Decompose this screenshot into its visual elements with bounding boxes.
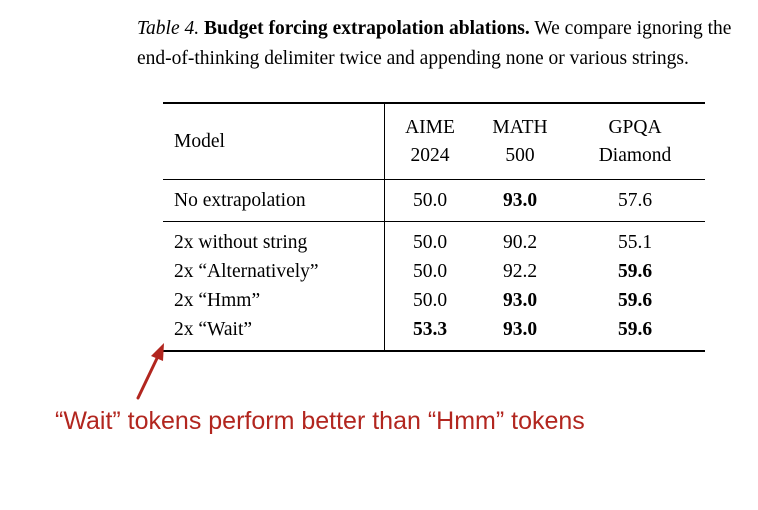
cell-aime: 50.0 — [384, 179, 475, 222]
caption-label: Table 4. — [137, 18, 200, 39]
row-model: 2x “Wait” — [163, 315, 385, 352]
cell-aime: 53.3 — [384, 315, 475, 352]
row-model: 2x “Hmm” — [163, 286, 385, 315]
row-model: No extrapolation — [163, 179, 385, 222]
cell-gpqa: 59.6 — [565, 315, 705, 352]
header-gpqa: GPQA Diamond — [565, 102, 705, 180]
cell-aime: 50.0 — [412, 260, 448, 282]
caption-text: We compare ignoring the end-of-thinking … — [137, 18, 732, 69]
header-model: Model — [163, 102, 385, 180]
cell-math: 93.0 — [475, 179, 565, 222]
cell-aime: 50.0 — [384, 221, 475, 257]
header-aime: AIME 2024 — [384, 102, 475, 180]
cell-aime: 50.0 — [412, 289, 448, 311]
cell-math: 92.2 — [502, 260, 538, 282]
table-caption: Table 4. Budget forcing extrapolation ab… — [137, 14, 737, 74]
cell-math: 93.0 — [502, 289, 538, 311]
cell-math: 90.2 — [475, 221, 565, 257]
table-row: 2x “Alternatively” 50.0 92.2 59.6 — [163, 257, 705, 286]
table-row: 2x “Hmm” 50.0 93.0 59.6 — [163, 286, 705, 315]
cell-gpqa: 57.6 — [565, 179, 705, 222]
row-model: 2x “Alternatively” — [163, 257, 385, 286]
table-row: 2x “Wait” 53.3 93.0 59.6 — [163, 315, 705, 352]
header-row: Model AIME 2024 MATH 500 GPQA Diamond — [163, 102, 705, 180]
cell-math: 93.0 — [475, 315, 565, 352]
row-model: 2x without string — [163, 221, 385, 257]
header-math: MATH 500 — [475, 102, 565, 180]
cell-gpqa: 59.6 — [617, 289, 653, 311]
cell-gpqa: 59.6 — [617, 260, 653, 282]
baseline-row: No extrapolation 50.0 93.0 57.6 — [163, 179, 705, 222]
ablation-table: Model AIME 2024 MATH 500 GPQA Diamond No ex… — [163, 102, 705, 352]
cell-gpqa: 55.1 — [565, 221, 705, 257]
annotation-text: “Wait” tokens perform better than “Hmm” … — [55, 407, 585, 435]
caption-title: Budget forcing extrapolation ablations. — [204, 18, 530, 39]
table-row: 2x without string 50.0 90.2 55.1 — [163, 221, 705, 257]
